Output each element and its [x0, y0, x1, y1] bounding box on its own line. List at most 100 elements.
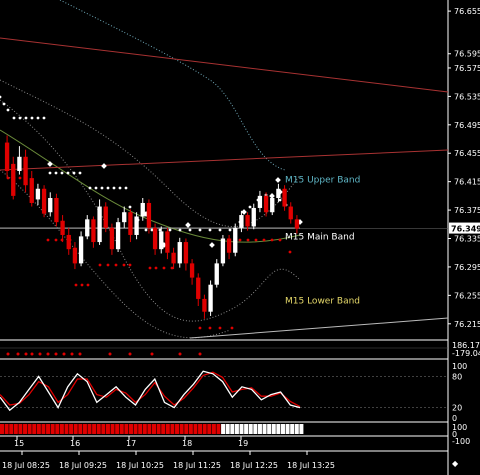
histogram-bar — [115, 424, 120, 434]
sell-signal-dot — [106, 186, 110, 190]
histogram-bar — [50, 424, 55, 434]
histogram-bar — [96, 424, 101, 434]
histogram-bar — [87, 424, 92, 434]
time-label: 18 Jul 09:25 — [59, 461, 107, 470]
candle-body — [202, 298, 207, 312]
buy-signal-dot — [246, 238, 250, 242]
histogram-bar — [198, 424, 203, 434]
trendline-lower — [189, 317, 449, 339]
candle-body — [78, 236, 84, 264]
buy-signal-dot — [18, 176, 22, 180]
mini-panel-value: 186.178 — [452, 341, 480, 350]
candle-body — [233, 227, 238, 253]
histogram-bar — [18, 424, 23, 434]
histogram-bar — [92, 424, 97, 434]
candle-body — [208, 284, 213, 312]
sell-signal-dot — [128, 205, 132, 209]
buy-signal-dot — [278, 238, 282, 242]
buy-signal-dot — [238, 238, 242, 242]
upper-band-outer — [59, 0, 286, 171]
buy-signal-dot — [208, 326, 212, 330]
histogram-bar — [225, 424, 230, 434]
band-label: M15 Main Band — [285, 232, 355, 242]
sell-signal-dot — [60, 171, 64, 175]
sell-signal-dot — [42, 116, 46, 120]
sell-signal-dot — [218, 228, 222, 232]
oscillator-main-line — [0, 370, 301, 412]
histogram-bar — [46, 424, 51, 434]
candle-body — [245, 215, 250, 227]
histogram-bar — [41, 424, 46, 434]
sell-signal-dot — [118, 186, 122, 190]
candlesticks — [4, 135, 300, 319]
buy-signal-dot — [128, 263, 132, 267]
candle-body — [183, 242, 189, 264]
price-tick-label: 76.595 — [454, 50, 480, 59]
candle-body — [134, 216, 139, 235]
histogram-bar — [202, 424, 207, 434]
candle-body — [239, 215, 244, 228]
histogram-bar — [23, 424, 28, 434]
price-tick-label: 76.335 — [454, 235, 480, 244]
pivot-diamond — [185, 222, 191, 228]
candle-body — [122, 212, 127, 223]
candle-body — [177, 242, 182, 264]
buy-signal-dot — [262, 238, 266, 242]
histogram-bar — [257, 424, 262, 434]
sell-signal-dot — [100, 186, 104, 190]
histogram-bar — [13, 424, 18, 434]
sell-signal-dot — [144, 228, 148, 232]
mini-panel-dot — [78, 352, 82, 356]
buy-signal-dot — [114, 263, 118, 267]
histogram-bar — [161, 424, 166, 434]
candle-body — [171, 252, 176, 264]
histogram-bar — [234, 424, 239, 434]
histogram-bar — [285, 424, 290, 434]
candle-body — [29, 178, 34, 203]
candle-body — [270, 198, 275, 213]
sell-signal-dot — [278, 198, 282, 202]
histogram-bar — [188, 424, 193, 434]
oscillator-level-label: 100 — [452, 362, 467, 371]
candle-body — [17, 156, 22, 171]
price-axis: 76.655 76.595 76.575 76.535 76.495 76.455 76.4… — [448, 7, 480, 329]
sell-signal-dot — [0, 95, 2, 99]
histogram-bar — [239, 424, 244, 434]
sell-signal-dot — [6, 108, 10, 112]
histogram-label: -100 — [452, 437, 470, 446]
price-tick-label: 76.415 — [454, 178, 480, 187]
time-label: 18 Jul 10:25 — [116, 461, 164, 470]
current-price-box — [449, 222, 480, 234]
candle-body — [128, 212, 133, 235]
price-grid — [0, 0, 449, 475]
band-label: M15 Lower Band — [285, 296, 360, 306]
histogram-bar — [119, 424, 124, 434]
histogram-bar — [267, 424, 272, 434]
histogram-bar — [73, 424, 78, 434]
band-label: M15 Upper Band — [285, 176, 360, 186]
histogram-bar — [280, 424, 285, 434]
buy-signal-dot — [288, 250, 292, 254]
mini-panel-dot — [46, 352, 50, 356]
sell-signal-dot — [158, 228, 162, 232]
sell-signal-dot — [30, 116, 34, 120]
candle-body — [251, 207, 256, 227]
price-tick-label: 76.375 — [454, 206, 480, 215]
candle-body — [97, 206, 102, 243]
upper-band-m15 — [0, 79, 301, 228]
mini-panel-dot — [108, 352, 112, 356]
indicator-panels: 186.178-179.042100802001000-100 — [0, 339, 480, 446]
sell-signal-dot — [208, 228, 212, 232]
histogram-bar — [4, 424, 9, 434]
histogram-bar — [105, 424, 110, 434]
histogram-bar — [184, 424, 189, 434]
candle-body — [23, 156, 28, 186]
sell-signal-dot — [124, 186, 128, 190]
sell-signal-dot — [24, 116, 28, 120]
pivot-diamond — [241, 209, 247, 215]
histogram-bar — [133, 424, 138, 434]
buy-signal-dot — [148, 266, 152, 270]
histogram-bar — [27, 424, 32, 434]
